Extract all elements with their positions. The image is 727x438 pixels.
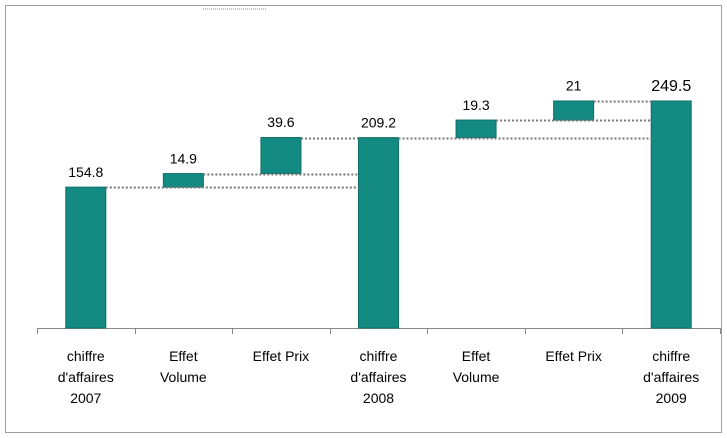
bar [260,137,302,175]
data-label: 19.3 [462,97,489,113]
bar [162,173,204,188]
data-label: 21 [566,78,582,94]
data-label: 249.5 [651,78,691,95]
x-tick-label: chiffre d'affaires 2009 [643,348,700,406]
x-tick-label: chiffre d'affaires 2008 [350,348,407,406]
data-label: 14.9 [170,150,197,166]
bar [65,186,107,329]
x-tick-label: Effet Prix [252,348,310,364]
data-label: 209.2 [361,114,396,130]
x-tick-label: Effet Prix [545,348,602,364]
x-tick-label: Effet Volume [159,348,207,385]
x-tick-label: Effet Volume [452,348,500,385]
bar [650,100,692,329]
data-label: 39.6 [267,114,294,130]
bar [553,100,595,121]
x-tick-label: chiffre d'affaires 2007 [57,348,114,406]
data-label: 154.8 [68,164,103,180]
bar [455,119,497,139]
bar [358,137,399,329]
